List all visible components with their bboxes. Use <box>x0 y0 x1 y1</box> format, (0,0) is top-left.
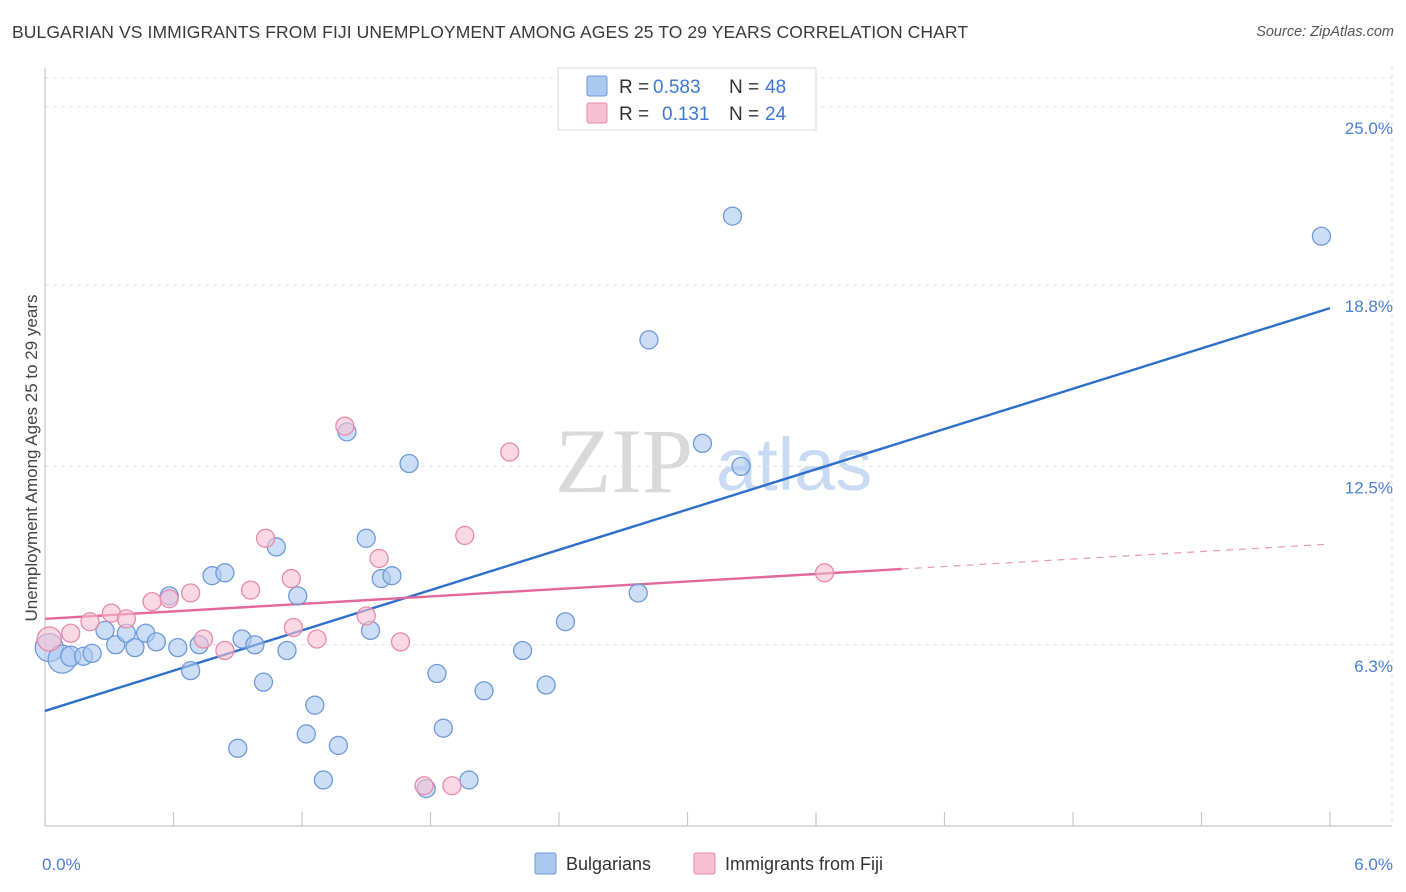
point-bulgarian <box>382 566 402 586</box>
point-bulgarian <box>427 663 447 684</box>
point-bulgarian <box>146 632 167 652</box>
point-bulgarian <box>536 675 556 695</box>
trend-lines <box>44 307 1331 713</box>
point-bulgarian <box>433 718 454 738</box>
point-fiji <box>335 416 355 436</box>
trend-line-bulgarian <box>44 307 1331 713</box>
legend-n-value-bulgarians: 48 <box>765 77 786 98</box>
point-fiji <box>414 776 434 796</box>
bottom-legend: Bulgarians Immigrants from Fiji <box>534 852 883 875</box>
point-bulgarian <box>474 681 494 701</box>
data-points <box>34 206 1332 799</box>
legend-r-label-fiji: R = <box>619 104 649 125</box>
point-bulgarian <box>180 660 201 681</box>
x-tick-label-max: 6.0% <box>1354 855 1393 874</box>
point-bulgarian <box>1311 226 1332 246</box>
point-fiji <box>356 606 376 626</box>
legend-r-value-bulgarians: 0.583 <box>653 77 701 98</box>
point-fiji <box>369 548 389 569</box>
point-fiji <box>307 629 327 649</box>
point-fiji <box>240 580 261 600</box>
point-bulgarian <box>512 640 533 661</box>
point-fiji <box>500 442 520 462</box>
point-bulgarian <box>296 724 316 744</box>
point-fiji <box>61 623 81 643</box>
y-tick-label: 6.3% <box>1354 657 1393 676</box>
point-bulgarian <box>288 586 308 606</box>
x-tick-label-min: 0.0% <box>42 855 81 874</box>
point-bulgarian <box>399 453 419 474</box>
source-label: Source: ZipAtlas.com <box>1256 24 1394 40</box>
point-fiji <box>455 525 475 546</box>
point-bulgarian <box>82 643 102 664</box>
y-tick-label: 25.0% <box>1345 119 1393 138</box>
tick-labels: 6.3% 12.5% 18.8% 25.0% 0.0% 6.0% <box>42 119 1393 874</box>
legend-n-value-fiji: 24 <box>765 104 787 125</box>
point-fiji <box>116 609 137 629</box>
legend-swatch-fiji <box>586 102 608 124</box>
y-tick-label: 18.8% <box>1345 297 1393 316</box>
point-fiji <box>80 612 100 632</box>
point-fiji <box>281 568 301 589</box>
point-bulgarian <box>305 695 325 715</box>
point-bulgarian <box>253 672 274 692</box>
point-fiji <box>142 591 162 612</box>
trend-line-fiji <box>44 567 902 621</box>
point-bulgarian <box>228 738 248 758</box>
point-bulgarian <box>95 620 115 641</box>
point-fiji <box>36 626 62 652</box>
point-bulgarian <box>168 637 188 658</box>
bottom-legend-label-fiji: Immigrants from Fiji <box>725 854 883 874</box>
point-fiji <box>814 563 835 583</box>
point-bulgarian <box>356 528 376 548</box>
point-fiji <box>442 776 462 796</box>
trend-line-dashed-fiji <box>901 543 1331 570</box>
point-bulgarian <box>328 735 349 756</box>
point-fiji <box>390 632 411 652</box>
legend-box: R = 0.583 N = 48 R = 0.131 N = 24 <box>557 67 817 131</box>
point-bulgarian <box>555 612 576 632</box>
legend-n-label-fiji: N = <box>729 104 759 125</box>
axes <box>44 68 1392 827</box>
point-bulgarian <box>731 456 751 477</box>
chart-title: BULGARIAN VS IMMIGRANTS FROM FIJI UNEMPL… <box>12 22 969 42</box>
point-fiji <box>255 528 276 548</box>
point-bulgarian <box>628 583 648 603</box>
legend-r-label-bulgarians: R = <box>619 77 649 98</box>
watermark-zip: ZIP <box>555 410 693 512</box>
legend-r-value-fiji: 0.131 <box>662 104 710 125</box>
point-bulgarian <box>215 563 235 583</box>
point-fiji <box>180 583 201 603</box>
bottom-legend-swatch-fiji <box>693 852 716 875</box>
point-bulgarian <box>313 770 334 790</box>
y-tick-label: 12.5% <box>1345 478 1393 497</box>
legend-n-label-bulgarians: N = <box>729 77 759 98</box>
point-bulgarian <box>125 637 145 658</box>
point-bulgarian <box>692 433 713 454</box>
point-bulgarian <box>459 770 479 790</box>
point-fiji <box>215 640 235 661</box>
point-bulgarian <box>245 635 265 655</box>
bottom-legend-swatch-bulgarians <box>534 852 557 875</box>
bottom-legend-label-bulgarians: Bulgarians <box>566 854 651 874</box>
legend-swatch-bulgarians <box>586 75 608 97</box>
point-fiji <box>193 629 214 649</box>
point-fiji <box>283 617 304 638</box>
point-fiji <box>159 589 179 609</box>
point-bulgarian <box>277 640 297 661</box>
point-bulgarian <box>639 330 659 350</box>
point-bulgarian <box>722 206 743 226</box>
y-axis-label: Unemployment Among Ages 25 to 29 years <box>22 295 41 622</box>
